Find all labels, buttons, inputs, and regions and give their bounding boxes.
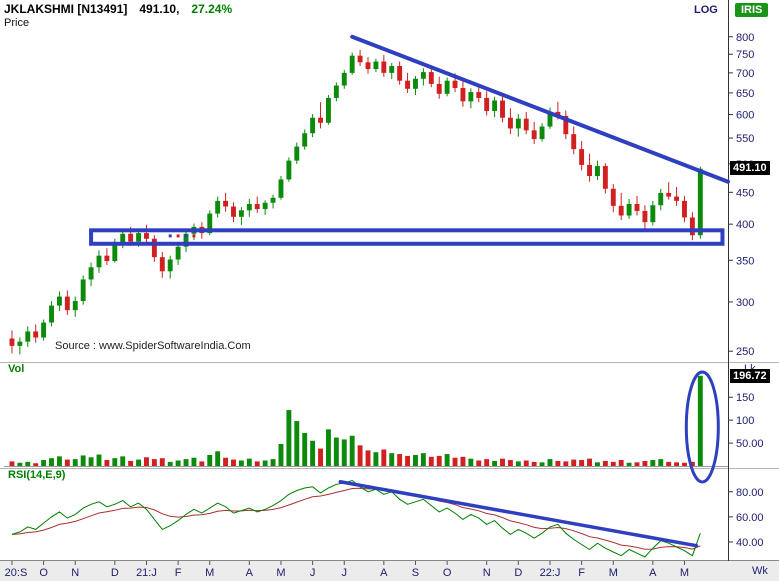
iris-brand-badge: IRIS bbox=[735, 3, 769, 17]
x-axis-month-label: A bbox=[246, 567, 254, 579]
price-tick-label: 750 bbox=[736, 49, 754, 61]
volume-tick-label: 150 bbox=[736, 392, 754, 404]
rsi-line bbox=[11, 479, 701, 558]
rsi-downtrend-line[interactable] bbox=[338, 480, 699, 548]
candlesticks bbox=[9, 49, 703, 355]
price-tick-label: 400 bbox=[736, 219, 754, 231]
last-price-header: 491.10, bbox=[139, 2, 180, 16]
volume-highlight-ellipse[interactable] bbox=[684, 370, 720, 484]
x-axis-month-label: A bbox=[649, 567, 657, 579]
price-tick-label: 450 bbox=[736, 187, 754, 199]
x-axis-month-label: O bbox=[443, 567, 452, 579]
x-axis-month-label: 22:J bbox=[540, 567, 561, 579]
price-tick-label: 550 bbox=[736, 133, 754, 145]
last-volume-badge: 196.72 bbox=[730, 369, 770, 383]
volume-panel-label: Vol bbox=[8, 363, 25, 375]
chart-header: JKLAKSHMI [N13491] 491.10, 27.24% bbox=[4, 2, 232, 16]
x-axis-month-label: F bbox=[175, 567, 182, 579]
x-axis-month-label: 21:J bbox=[136, 567, 157, 579]
x-axis-month-label: N bbox=[483, 567, 491, 579]
pivot-dot bbox=[176, 234, 180, 238]
x-axis-month-label: S bbox=[412, 567, 419, 579]
x-axis-month-label: M bbox=[609, 567, 618, 579]
scale-mode-label[interactable]: LOG bbox=[694, 4, 718, 16]
x-axis-month-label: D bbox=[111, 567, 119, 579]
source-watermark: Source : www.SpiderSoftwareIndia.Com bbox=[55, 340, 251, 352]
x-axis-month-label: M bbox=[205, 567, 214, 579]
price-tick-label: 250 bbox=[736, 346, 754, 358]
pivot-dot bbox=[192, 234, 196, 238]
x-axis-month-label: 20:S bbox=[5, 567, 28, 579]
volume-bars bbox=[9, 375, 703, 466]
x-axis-month-label: F bbox=[578, 567, 585, 579]
price-panel-label: Price bbox=[4, 17, 30, 29]
x-axis-strip bbox=[0, 561, 779, 581]
volume-tick-label: 100 bbox=[736, 415, 754, 427]
rsi-tick-label: 40.00 bbox=[736, 537, 764, 549]
price-tick-label: 350 bbox=[736, 255, 754, 267]
rsi-panel-label: RSI(14,E,9) bbox=[8, 469, 66, 481]
x-axis-month-label: A bbox=[380, 567, 388, 579]
timeframe-label: Wk bbox=[752, 565, 768, 577]
x-axis-month-label: N bbox=[71, 567, 79, 579]
price-tick-label: 800 bbox=[736, 32, 754, 44]
rsi-tick-label: 60.00 bbox=[736, 512, 764, 524]
price-downtrend-line[interactable] bbox=[350, 34, 730, 184]
price-tick-label: 600 bbox=[736, 110, 754, 122]
pivot-dot bbox=[184, 234, 188, 238]
symbol-name: JKLAKSHMI [N13491] bbox=[4, 2, 128, 16]
rsi-tick-label: 80.00 bbox=[736, 487, 764, 499]
support-zone-rectangle[interactable] bbox=[89, 228, 725, 246]
pivot-dot bbox=[168, 234, 172, 238]
last-price-badge: 491.10 bbox=[730, 161, 770, 175]
price-tick-label: 650 bbox=[736, 88, 754, 100]
rsi-signal-line bbox=[11, 487, 701, 550]
price-tick-label: 300 bbox=[736, 297, 754, 309]
x-axis-month-label: J bbox=[342, 567, 348, 579]
volume-tick-label: 50.00 bbox=[736, 438, 764, 450]
price-tick-label: 700 bbox=[736, 68, 754, 80]
x-axis-month-label: O bbox=[39, 567, 48, 579]
x-axis-month-label: J bbox=[310, 567, 316, 579]
x-axis-month-label: D bbox=[514, 567, 522, 579]
x-axis-month-label: M bbox=[680, 567, 689, 579]
change-percent: 27.24% bbox=[191, 2, 233, 16]
x-axis-month-label: M bbox=[276, 567, 285, 579]
